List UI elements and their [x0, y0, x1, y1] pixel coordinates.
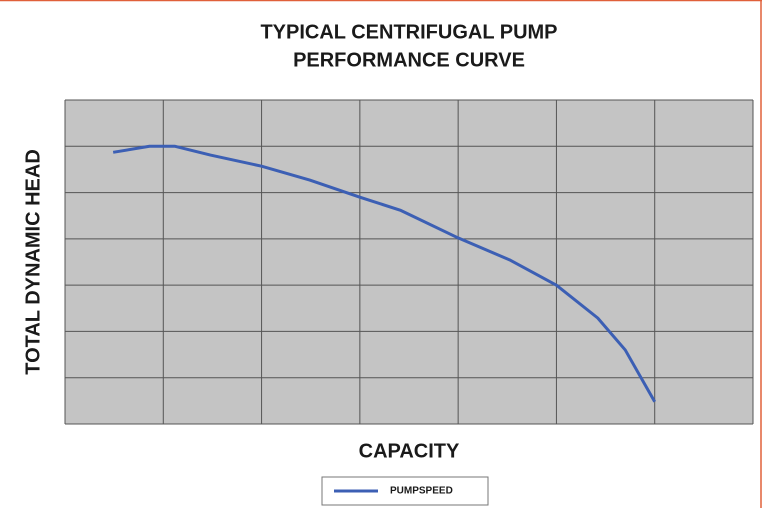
x-axis-label: CAPACITY — [359, 440, 460, 462]
y-axis-label: TOTAL DYNAMIC HEAD — [22, 149, 44, 375]
legend-label: PUMPSPEED — [390, 486, 453, 497]
line-series — [112, 144, 657, 403]
plot-area — [65, 100, 753, 424]
chart-title: TYPICAL CENTRIFUGAL PUMP — [260, 21, 557, 43]
chart-title: PERFORMANCE CURVE — [293, 49, 525, 71]
